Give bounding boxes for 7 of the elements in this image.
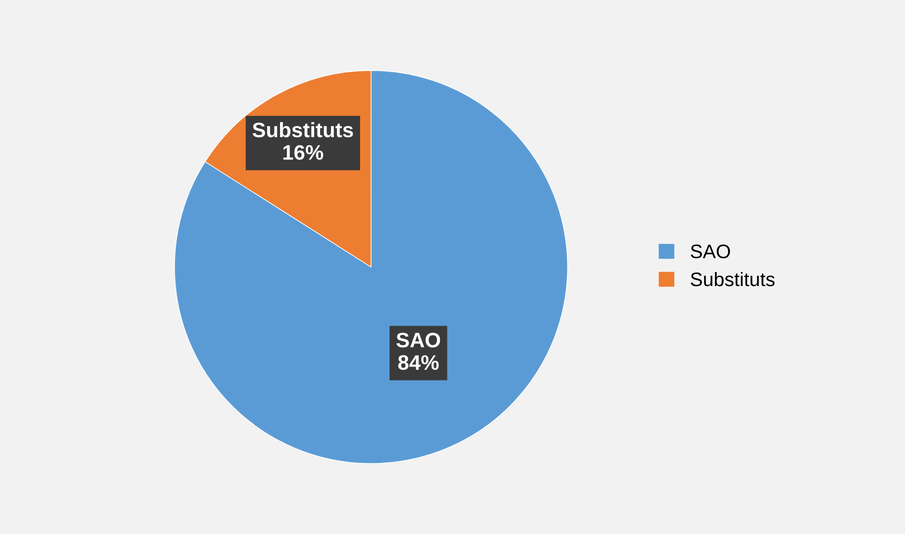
data-label: 84% [398, 355, 439, 370]
slice-label: SAO [396, 332, 440, 348]
legend-label: SAO [690, 244, 730, 258]
slice-label: Substituts [252, 122, 353, 138]
data-label: 16% [283, 145, 324, 160]
pie-slice [174, 70, 568, 464]
legend-label: Substituts [690, 272, 775, 286]
